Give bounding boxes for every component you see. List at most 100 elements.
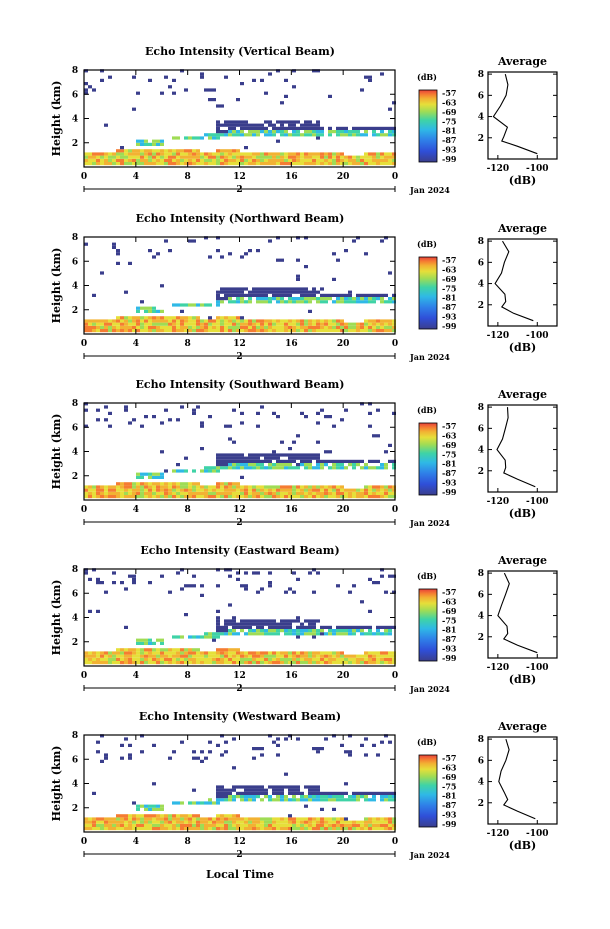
echo-cell [228,424,232,428]
echo-cell [304,485,308,489]
echo-cell [92,495,96,499]
echo-cell [372,434,376,438]
echo-cell [380,162,384,166]
echo-cell [160,491,164,495]
echo-cell [208,136,212,140]
echo-cell [236,456,240,460]
echo-cell [128,823,132,827]
echo-cell [260,130,264,134]
echo-cell [112,827,116,831]
echo-cell [244,495,248,499]
echo-cell [208,823,212,827]
echo-cell [212,657,216,661]
echo-cell [228,651,232,655]
echo-cell [344,488,348,492]
echo-cell [92,155,96,159]
echo-cell [272,817,276,821]
echo-cell [232,798,236,802]
echo-cell [280,488,284,492]
echo-cell [376,791,380,795]
y-tick-label: 8 [72,233,78,243]
echo-cell [388,491,392,495]
echo-cell [304,415,308,419]
echo-cell [304,322,308,326]
echo-cell [340,158,344,162]
echo-cell [284,622,288,626]
echo-cell [376,319,380,323]
echo-cell [284,322,288,326]
echo-cell [124,488,128,492]
echo-cell [332,807,336,811]
echo-cell [84,319,88,323]
echo-cell [164,827,168,831]
echo-cell [160,319,164,323]
echo-cell [228,293,232,297]
echo-cell [248,654,252,658]
echo-cell [236,133,240,137]
echo-cell [232,287,236,291]
echo-cell [124,823,128,827]
echo-cell [252,130,256,134]
echo-cell [172,78,176,82]
echo-cell [300,133,304,137]
echo-cell [328,162,332,166]
echo-cell [164,817,168,821]
echo-cell [260,791,264,795]
echo-cell [352,495,356,499]
echo-cell [236,648,240,652]
echo-cell [332,466,336,470]
echo-cell [356,629,360,633]
echo-cell [332,463,336,467]
echo-cell [232,814,236,818]
avg-y-tick-label: 4 [478,778,484,788]
echo-cell [148,495,152,499]
echo-cell [192,801,196,805]
echo-cell [204,303,208,307]
echo-cell [352,325,356,329]
echo-cell [256,488,260,492]
echo-cell [160,309,164,313]
echo-cell [216,130,220,134]
colorbar-tick-label: -75 [442,283,456,293]
y-tick-label: 4 [72,282,78,292]
echo-cell [164,152,168,156]
colorbar [418,89,438,163]
echo-cell [332,293,336,297]
echo-cell [136,654,140,658]
echo-cell [188,482,192,486]
y-tick-label: 2 [72,139,78,149]
echo-cell [360,661,364,665]
echo-cell [372,632,376,636]
echo-cell [168,322,172,326]
echo-cell [316,453,320,457]
echo-cell [252,325,256,329]
echo-cell [292,440,296,444]
echo-cell [252,463,256,467]
echo-cell [296,456,300,460]
echo-cell [352,820,356,824]
x-tick-label: 20 [337,172,350,182]
echo-cell [284,158,288,162]
echo-cell [300,827,304,831]
echo-cell [328,319,332,323]
echo-cell [256,619,260,623]
echo-cell [352,827,356,831]
echo-cell [264,632,268,636]
echo-cell [176,651,180,655]
echo-cell [236,791,240,795]
echo-cell [328,629,332,633]
echo-cell [136,325,140,329]
echo-cell [168,491,172,495]
echo-cell [312,329,316,333]
x-tick-label: 8 [185,505,191,515]
echo-cell [192,316,196,320]
echo-cell [300,817,304,821]
echo-cell [388,325,392,329]
echo-cell [140,488,144,492]
echo-cell [352,297,356,301]
echo-cell [148,814,152,818]
echo-cell [348,297,352,301]
echo-cell [104,651,108,655]
echo-cell [320,322,324,326]
echo-cell [132,107,136,111]
